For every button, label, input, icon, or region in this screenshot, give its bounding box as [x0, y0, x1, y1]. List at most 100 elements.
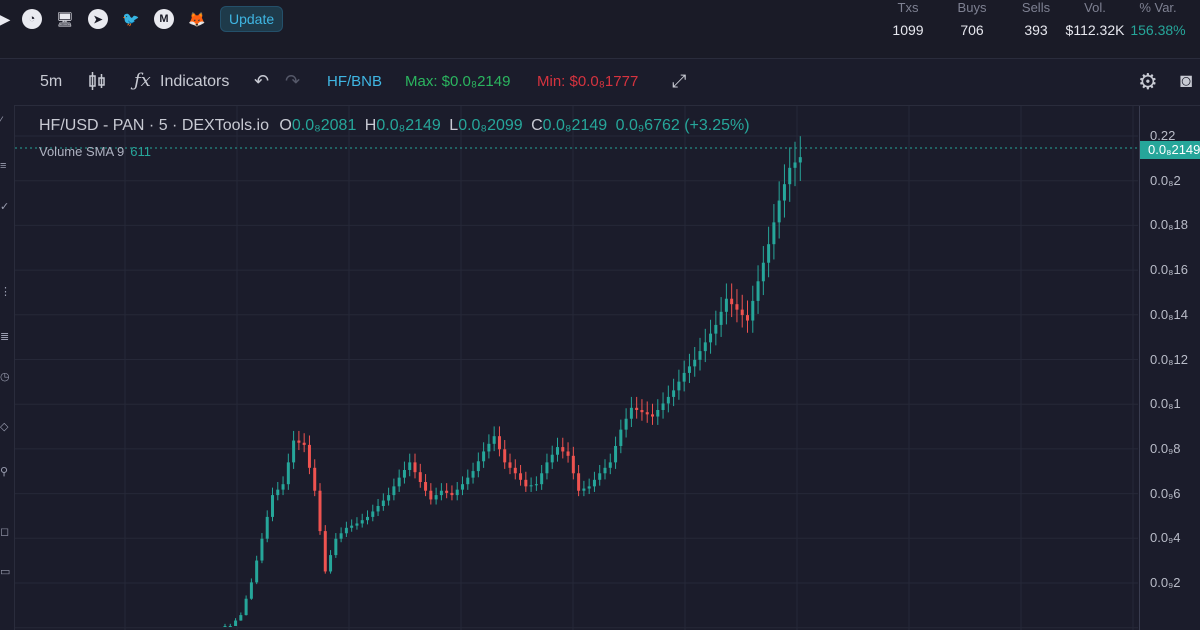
update-button[interactable]: Update — [220, 6, 284, 32]
lines-icon[interactable]: ≡ — [0, 160, 7, 172]
candle — [529, 485, 533, 487]
top-bar: ▶ ◔ 🖥 ➤ 🐦 M 🦊 Update Txs 1099 Buys 706 S… — [0, 0, 1200, 59]
candle — [334, 538, 338, 556]
candle — [656, 410, 660, 417]
high-value: 0.0₈2149 — [376, 117, 441, 134]
candle — [461, 484, 464, 490]
ruler-icon[interactable]: ◇ — [0, 421, 9, 433]
candle — [445, 490, 449, 493]
candle — [513, 467, 517, 474]
coinmarketcap-icon[interactable]: M — [154, 9, 174, 29]
candle — [508, 462, 512, 468]
candle — [782, 184, 786, 201]
candle — [751, 300, 755, 321]
candle — [244, 598, 248, 616]
candle — [693, 359, 697, 367]
candle — [323, 531, 327, 572]
candle — [249, 582, 253, 599]
stat-label: % Var. — [1139, 0, 1177, 15]
candle — [286, 462, 290, 485]
check-icon[interactable]: ✓ — [0, 201, 10, 213]
axis-tick: 0.0₉6 — [1150, 485, 1181, 501]
candle — [746, 315, 749, 321]
candle — [381, 500, 385, 506]
node-icon[interactable]: ⋮ — [0, 286, 11, 298]
trash-icon[interactable]: ▭ — [0, 566, 11, 578]
candle — [392, 486, 396, 496]
candle — [371, 511, 375, 517]
candle — [339, 533, 343, 539]
axis-tick: 0.0₉8 — [1150, 440, 1181, 456]
zoom-icon[interactable]: ⚲ — [0, 466, 9, 478]
settings-icon[interactable]: ⚙ — [1138, 69, 1158, 94]
candle — [228, 626, 232, 627]
stat-value: 706 — [960, 22, 984, 38]
candle — [271, 495, 274, 517]
candle — [661, 403, 665, 410]
candle — [418, 472, 422, 482]
candle — [534, 484, 538, 486]
candle — [624, 418, 628, 430]
clock-icon[interactable]: ◷ — [0, 371, 10, 383]
undo-icon[interactable]: ↶ — [254, 71, 270, 91]
candle — [619, 429, 623, 446]
price-axis[interactable]: 0.0₈2149 0.22 0.0₈2 0.0₈18 0.0₈16 0.0₈14 0.0₈… — [1139, 106, 1200, 630]
social-links: ▶ ◔ 🖥 ➤ 🐦 M 🦊 Update — [0, 6, 284, 32]
candle — [677, 381, 681, 391]
redo-icon[interactable]: ↷ — [285, 71, 301, 91]
price-chart[interactable] — [15, 106, 1138, 630]
dextools-icon[interactable]: ◔ — [22, 9, 42, 29]
candle — [482, 451, 486, 462]
candle — [767, 244, 771, 263]
candle — [582, 488, 586, 491]
candle — [614, 446, 618, 463]
candle — [545, 462, 549, 474]
pen-icon[interactable]: ⁄ — [0, 115, 2, 127]
candles-icon[interactable] — [88, 71, 106, 96]
candle — [603, 467, 607, 474]
candle — [798, 157, 802, 163]
candle — [476, 461, 480, 472]
candle — [255, 560, 259, 583]
telegram-icon[interactable]: ➤ — [88, 9, 108, 29]
candle — [672, 390, 676, 397]
candle — [540, 473, 544, 485]
metamask-icon[interactable]: 🦊 — [188, 10, 206, 27]
axis-tick: 0.0₈12 — [1150, 351, 1188, 367]
axis-tick: 0.0₉2 — [1150, 575, 1181, 590]
candle — [666, 396, 670, 404]
candle — [466, 477, 470, 485]
candle — [424, 482, 428, 491]
function-icon[interactable]: ƒx — [134, 70, 151, 91]
close-value: 0.0₈2149 — [542, 117, 608, 134]
current-price-tag: 0.0₈2149 — [1140, 141, 1200, 159]
play-icon[interactable]: ▶ — [0, 10, 11, 27]
fullscreen-icon[interactable]: ⤢ — [672, 71, 687, 91]
stat-value: 1099 — [892, 22, 924, 38]
twitter-icon[interactable]: 🐦 — [122, 10, 140, 27]
indicators-button[interactable]: Indicators — [160, 73, 230, 90]
candle — [730, 298, 734, 305]
candle — [350, 525, 354, 528]
fib-icon[interactable]: ≣ — [0, 331, 10, 343]
candle — [413, 462, 417, 473]
candle — [571, 455, 575, 474]
axis-tick: 0.0₉4 — [1150, 530, 1181, 546]
interval-button[interactable]: 5m — [40, 73, 63, 90]
candle — [297, 440, 301, 443]
candle — [761, 262, 765, 282]
pair-label[interactable]: HF/BNB — [327, 73, 383, 90]
candle — [772, 222, 776, 245]
axis-tick: 0.0₈16 — [1150, 262, 1188, 278]
candle — [397, 477, 401, 487]
website-icon[interactable]: 🖥 — [56, 10, 74, 27]
candle — [687, 366, 691, 373]
stat-label: Txs — [897, 0, 919, 15]
lock-icon[interactable]: ◻ — [0, 526, 10, 538]
candle — [735, 304, 739, 310]
camera-icon[interactable]: ◙ — [1180, 70, 1193, 92]
candle — [598, 473, 602, 480]
candle — [313, 467, 317, 491]
candle — [587, 486, 591, 489]
candle — [302, 442, 306, 445]
